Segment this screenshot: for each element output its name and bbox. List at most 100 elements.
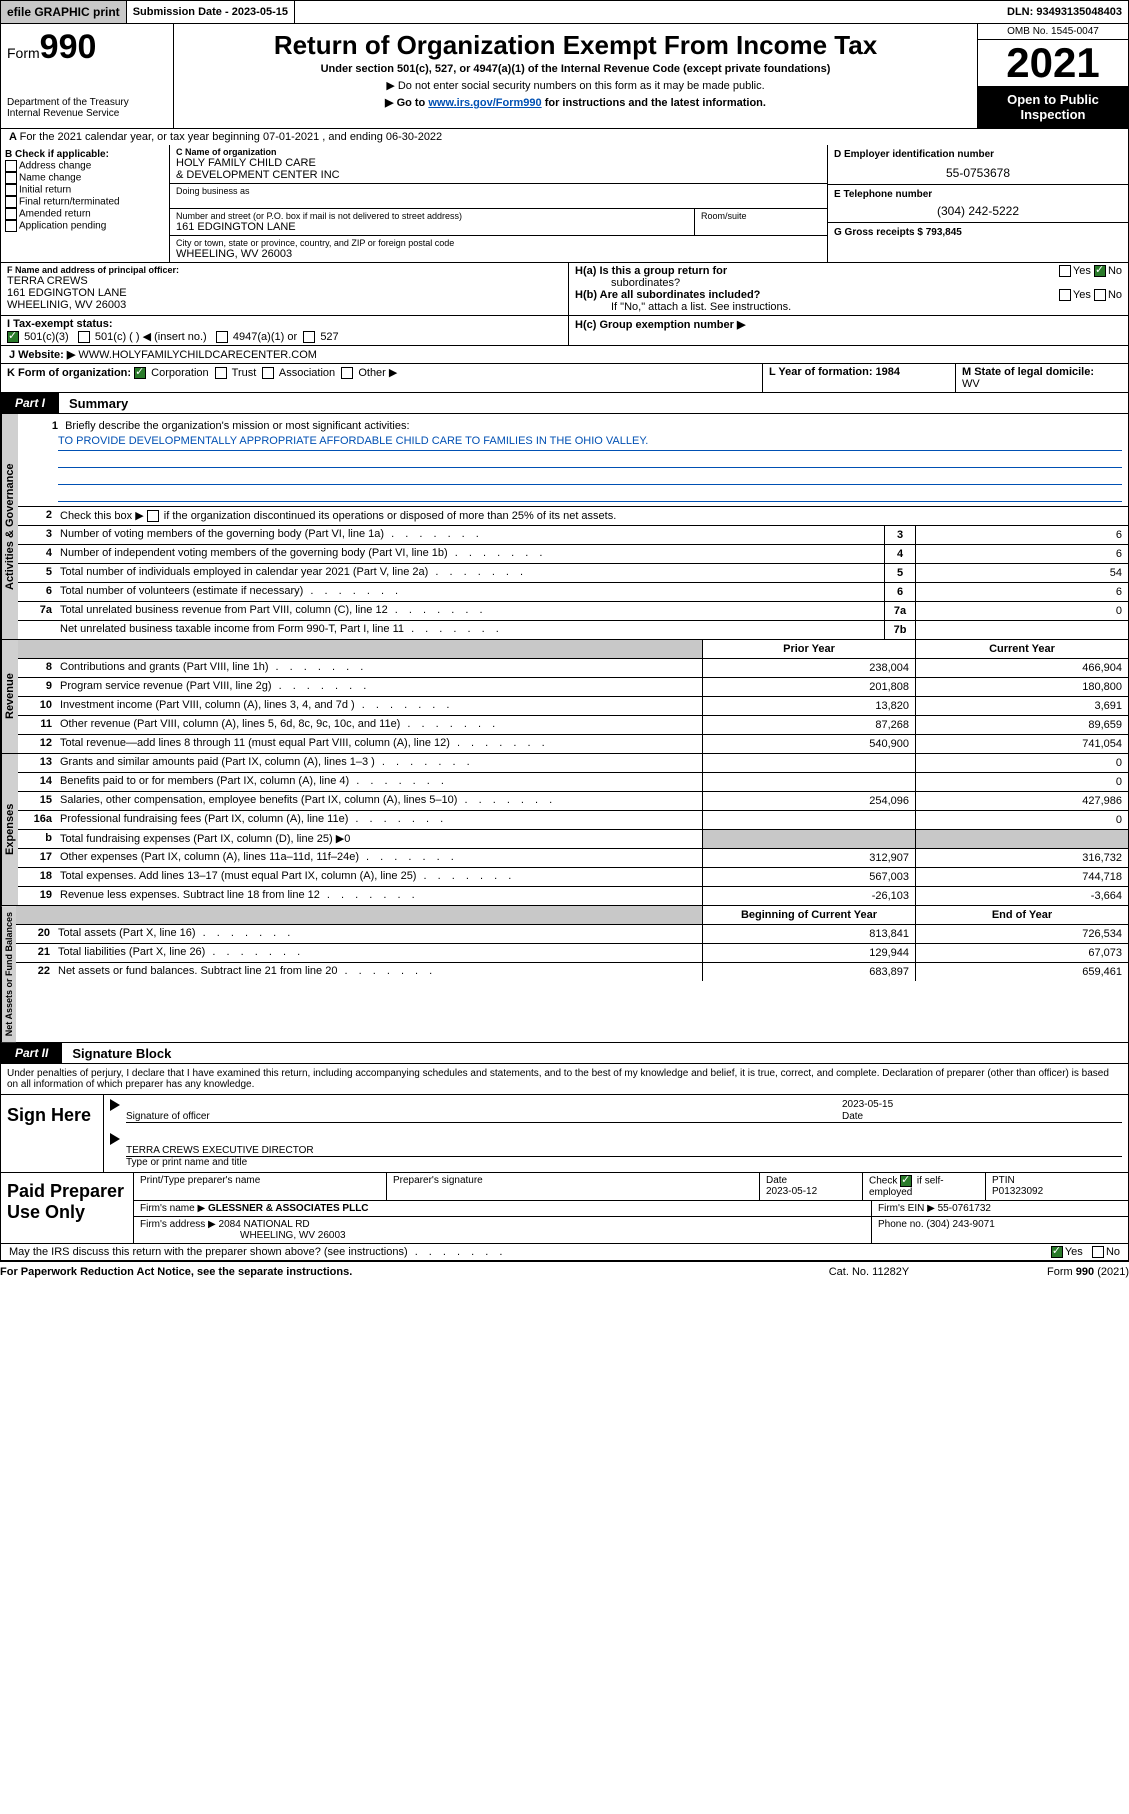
table-row: 5Total number of individuals employed in… — [18, 564, 1128, 583]
form-number: 990 — [40, 28, 97, 66]
chk-527[interactable] — [303, 331, 315, 343]
vert-gov: Activities & Governance — [1, 414, 18, 639]
chk-final[interactable]: Final return/terminated — [5, 196, 165, 208]
chk-assoc[interactable] — [262, 367, 274, 379]
officer-lbl: F Name and address of principal officer: — [7, 265, 562, 275]
block-netassets: Net Assets or Fund Balances Beginning of… — [0, 906, 1129, 1043]
phone-val: (304) 242-5222 — [834, 204, 1122, 218]
vert-na: Net Assets or Fund Balances — [1, 906, 16, 1042]
chk-501c3[interactable] — [7, 331, 19, 343]
top-bar: efile GRAPHIC print Submission Date - 20… — [0, 0, 1129, 24]
goto-post: for instructions and the latest informat… — [542, 97, 766, 109]
dba-lbl: Doing business as — [176, 186, 821, 196]
chk-name[interactable]: Name change — [5, 172, 165, 184]
discuss-q: May the IRS discuss this return with the… — [9, 1246, 1051, 1258]
officer-name: TERRA CREWS — [7, 275, 562, 287]
k-lbl: K Form of organization: — [7, 367, 131, 379]
street-addr: 161 EDGINGTON LANE — [176, 221, 688, 233]
chk-other[interactable] — [341, 367, 353, 379]
name-title-lbl: Type or print name and title — [126, 1157, 1122, 1168]
table-row: 11Other revenue (Part VIII, column (A), … — [18, 716, 1128, 735]
part1-title: Summary — [59, 396, 128, 411]
goto-pre: ▶ Go to — [385, 97, 428, 109]
part2-title: Signature Block — [62, 1046, 171, 1061]
officer-sig-name: TERRA CREWS EXECUTIVE DIRECTOR — [126, 1145, 314, 1156]
efile-print-button[interactable]: efile GRAPHIC print — [1, 1, 127, 23]
table-row: 3Number of voting members of the governi… — [18, 526, 1128, 545]
table-row: 16aProfessional fundraising fees (Part I… — [18, 811, 1128, 830]
ein-val: 55-0753678 — [834, 166, 1122, 180]
l-lbl: L Year of formation: 1984 — [769, 366, 900, 378]
chk-address[interactable]: Address change — [5, 160, 165, 172]
chk-amended[interactable]: Amended return — [5, 208, 165, 220]
table-row: 17Other expenses (Part IX, column (A), l… — [18, 849, 1128, 868]
chk-trust[interactable] — [215, 367, 227, 379]
discuss-yes[interactable] — [1051, 1246, 1063, 1258]
officer-addr2: WHEELINIG, WV 26003 — [7, 299, 562, 311]
omb-no: OMB No. 1545-0047 — [978, 24, 1128, 40]
q1: Briefly describe the organization's miss… — [65, 420, 409, 432]
form-word: Form — [7, 45, 40, 61]
chk-initial[interactable]: Initial return — [5, 184, 165, 196]
city-val: WHEELING, WV 26003 — [176, 248, 821, 260]
pra-notice: For Paperwork Reduction Act Notice, see … — [0, 1266, 769, 1278]
hb-note: If "No," attach a list. See instructions… — [611, 301, 1122, 313]
col-prior: Prior Year — [702, 640, 915, 658]
vert-rev: Revenue — [1, 640, 18, 753]
block-expenses: Expenses 13Grants and similar amounts pa… — [0, 754, 1129, 906]
chk-501c[interactable] — [78, 331, 90, 343]
m-val: WV — [962, 378, 980, 390]
row-fh: F Name and address of principal officer:… — [0, 263, 1129, 316]
part2-tag: Part II — [1, 1043, 62, 1063]
org-name-2: & DEVELOPMENT CENTER INC — [176, 169, 821, 181]
tax-year: 2021 — [978, 40, 1128, 86]
col-eoy: End of Year — [915, 906, 1128, 924]
form-ref: Form 990 (2021) — [969, 1266, 1129, 1278]
line-a: A For the 2021 calendar year, or tax yea… — [0, 129, 1129, 145]
table-row: 22Net assets or fund balances. Subtract … — [16, 963, 1128, 981]
ha-lbl: H(a) Is this a group return for — [575, 265, 727, 277]
table-row: 14Benefits paid to or for members (Part … — [18, 773, 1128, 792]
hc-lbl: H(c) Group exemption number ▶ — [575, 319, 745, 331]
city-lbl: City or town, state or province, country… — [176, 238, 821, 248]
table-row: Net unrelated business taxable income fr… — [18, 621, 1128, 639]
col-b-hdr: B Check if applicable: — [5, 149, 165, 160]
paid-prep-lbl: Paid Preparer Use Only — [1, 1173, 134, 1243]
irs-link[interactable]: www.irs.gov/Form990 — [428, 97, 541, 109]
table-row: 21Total liabilities (Part X, line 26)129… — [16, 944, 1128, 963]
sign-date: 2023-05-15 — [842, 1099, 1122, 1111]
prep-h1: Print/Type preparer's name — [134, 1173, 387, 1200]
name-lbl: C Name of organization — [176, 147, 821, 157]
col-boy: Beginning of Current Year — [702, 906, 915, 924]
chk-pending[interactable]: Application pending — [5, 220, 165, 232]
table-row: 10Investment income (Part VIII, column (… — [18, 697, 1128, 716]
m-lbl: M State of legal domicile: — [962, 366, 1094, 378]
org-name-1: HOLY FAMILY CHILD CARE — [176, 157, 821, 169]
part2-hdr: Part II Signature Block — [0, 1043, 1129, 1064]
discuss-no[interactable] — [1092, 1246, 1104, 1258]
table-row: 18Total expenses. Add lines 13–17 (must … — [18, 868, 1128, 887]
table-row: 15Salaries, other compensation, employee… — [18, 792, 1128, 811]
phone-lbl: E Telephone number — [834, 189, 1122, 200]
col-curr: Current Year — [915, 640, 1128, 658]
website-lbl: J Website: ▶ — [9, 349, 75, 361]
table-row: 8Contributions and grants (Part VIII, li… — [18, 659, 1128, 678]
room-lbl: Room/suite — [701, 211, 821, 221]
section-bcdefg: B Check if applicable: Address change Na… — [0, 145, 1129, 263]
chk-4947[interactable] — [216, 331, 228, 343]
penalty-text: Under penalties of perjury, I declare th… — [0, 1064, 1129, 1095]
footer: For Paperwork Reduction Act Notice, see … — [0, 1261, 1129, 1278]
sign-here-lbl: Sign Here — [1, 1095, 104, 1172]
part1-tag: Part I — [1, 393, 59, 413]
mission-text: TO PROVIDE DEVELOPMENTALLY APPROPRIATE A… — [58, 434, 1122, 451]
website-val: WWW.HOLYFAMILYCHILDCARECENTER.COM — [78, 349, 317, 361]
submission-date: Submission Date - 2023-05-15 — [127, 1, 295, 23]
gross-receipts: G Gross receipts $ 793,845 — [828, 223, 1128, 242]
chk-corp[interactable] — [134, 367, 146, 379]
paid-preparer-block: Paid Preparer Use Only Print/Type prepar… — [0, 1173, 1129, 1244]
table-row: 9Program service revenue (Part VIII, lin… — [18, 678, 1128, 697]
table-row: 20Total assets (Part X, line 16)813,8417… — [16, 925, 1128, 944]
table-row: 12Total revenue—add lines 8 through 11 (… — [18, 735, 1128, 753]
block-governance: Activities & Governance 1 Briefly descri… — [0, 414, 1129, 640]
hb-lbl: H(b) Are all subordinates included? — [575, 289, 760, 301]
